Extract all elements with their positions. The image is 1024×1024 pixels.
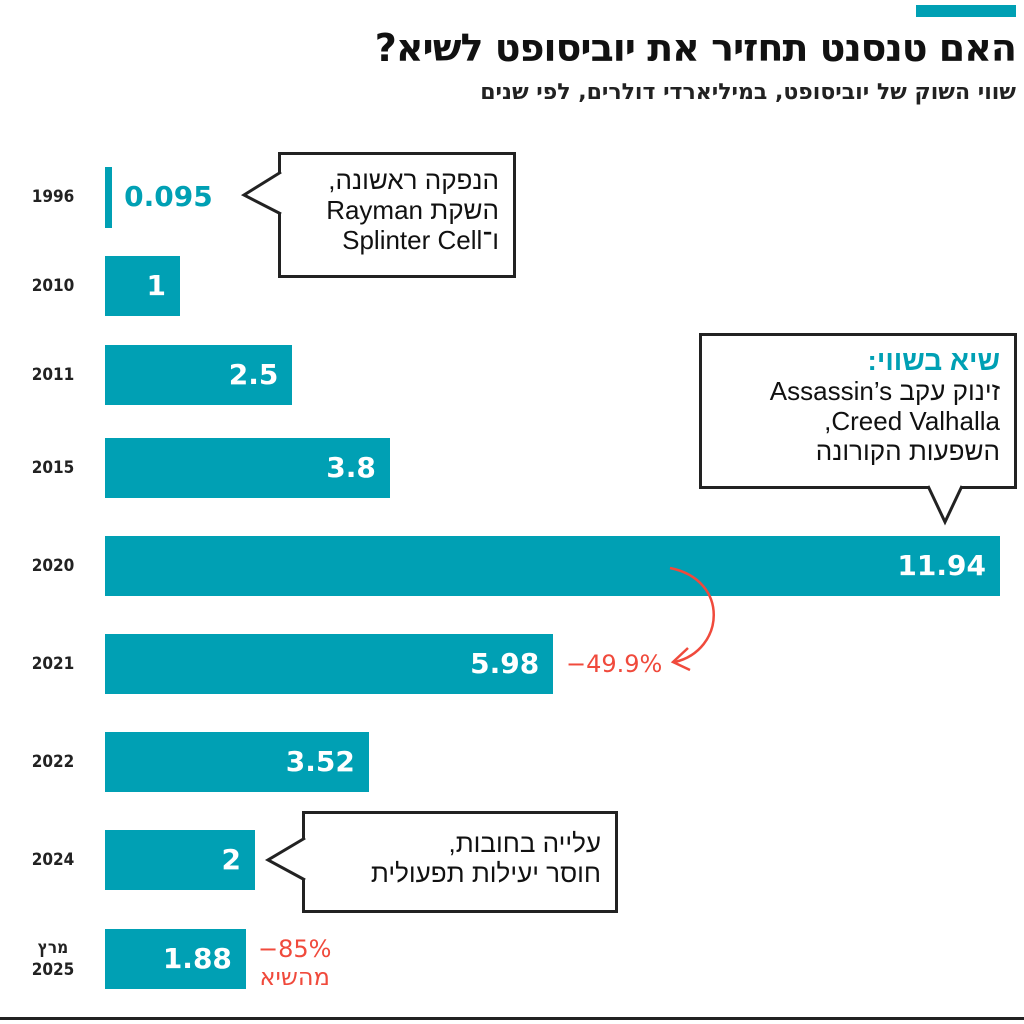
category-label-line: 2021 [31, 654, 75, 674]
category-label: 2011 [18, 364, 88, 386]
callout-line: השפעות הקורונה [815, 436, 1000, 466]
change-note: מהשיא [259, 963, 330, 991]
category-label: 1996 [18, 186, 88, 208]
category-label-line: 2020 [31, 556, 75, 576]
bar-2 [105, 345, 293, 405]
callout-line: עלייה בחובות, [448, 828, 601, 858]
brand-accent-bar [916, 5, 1016, 17]
category-label-line: 2011 [31, 365, 75, 385]
change-2025-label: −85% מהשיא [258, 935, 331, 991]
callout-title: שיא בשווי: [867, 345, 1000, 376]
bar-8 [105, 929, 246, 989]
bar-0 [105, 167, 113, 228]
callout-line: השקת Rayman [326, 195, 499, 225]
change-percent: −85% [258, 935, 332, 963]
value-label: 1 [146, 269, 166, 302]
callout-line: זינוק עקב Assassin’s [769, 376, 1000, 406]
value-label: 3.52 [285, 745, 355, 778]
callout-2024: עלייה בחובות, חוסר יעילות תפעולית [302, 811, 618, 913]
decline-arrow [669, 566, 715, 664]
category-label: 2020 [18, 555, 88, 577]
category-label-line: 2025 [31, 960, 75, 980]
bar-3 [105, 438, 390, 498]
bar-5 [105, 634, 554, 694]
category-label-line: 2022 [31, 752, 75, 772]
change-2021-label: −49.9% [566, 650, 663, 678]
callout-2020: שיא בשווי: זינוק עקב Assassin’s Creed Va… [699, 333, 1017, 489]
value-label: 11.94 [897, 549, 986, 582]
chart-title: האם טנסנט תחזיר את יוביסופט לשיא? [374, 26, 1017, 70]
callout-line: הנפקה ראשונה, [328, 165, 499, 195]
category-label: 2022 [18, 751, 88, 773]
bottom-rule [0, 1017, 1024, 1020]
bar-7 [105, 830, 255, 890]
callout-line: ו־Splinter Cell [342, 225, 499, 255]
category-label-line: 1996 [31, 187, 75, 207]
category-label-line: 2010 [31, 276, 75, 296]
callout-line: Creed Valhalla, [824, 406, 1000, 436]
bar-1 [105, 256, 180, 316]
category-label: 2015 [18, 457, 88, 479]
category-label-line: 2024 [31, 850, 75, 870]
category-label: 2021 [18, 653, 88, 675]
value-label: 1.88 [162, 942, 232, 975]
bar-6 [105, 732, 369, 792]
bar-4 [105, 536, 1000, 596]
category-label: 2024 [18, 849, 88, 871]
category-label-line: 2015 [31, 458, 75, 478]
category-label: מרץ 2025 [18, 937, 88, 981]
category-label: 2010 [18, 275, 88, 297]
value-label: 2.5 [228, 358, 279, 391]
value-label: 3.8 [326, 451, 376, 484]
value-label: 5.98 [470, 647, 540, 680]
arrow-head-icon [670, 647, 691, 672]
callout-1996: הנפקה ראשונה, השקת Rayman ו־Splinter Cel… [278, 152, 516, 278]
value-label: 2 [221, 843, 241, 876]
callout-line: חוסר יעילות תפעולית [370, 858, 601, 888]
category-label-line: מרץ [37, 938, 69, 958]
value-label: 0.095 [124, 180, 213, 213]
chart-subtitle: שווי השוק של יוביסופט, במיליארדי דולרים,… [480, 80, 1016, 105]
